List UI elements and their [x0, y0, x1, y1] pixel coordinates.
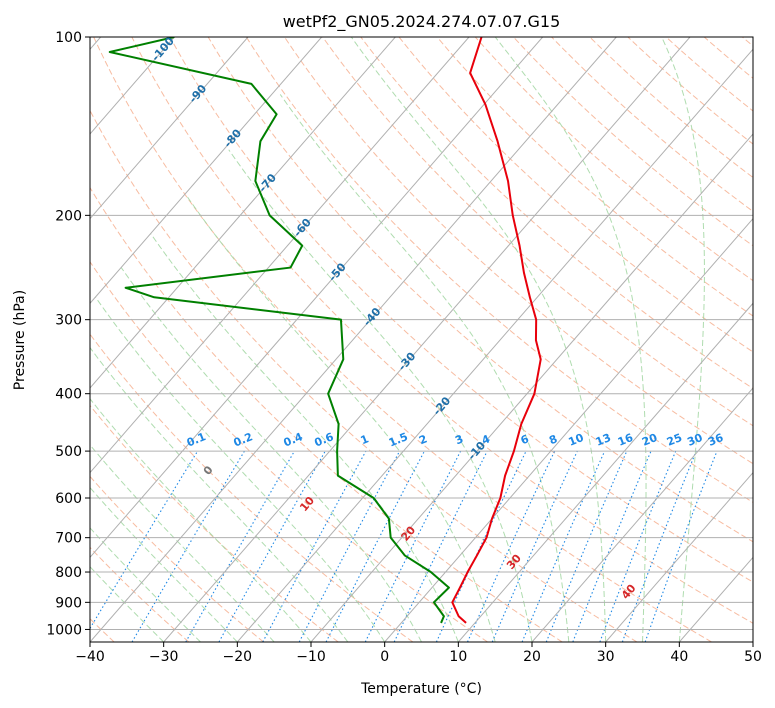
- mixing-ratio-label: 10: [566, 431, 585, 449]
- dry-adiabat: [322, 37, 753, 427]
- y-tick-label: 900: [55, 595, 82, 611]
- x-tick-label: −40: [75, 649, 105, 665]
- y-tick-label: 800: [55, 565, 82, 581]
- dry-adiabat: [131, 37, 753, 624]
- sounding-profiles: [108, 37, 542, 624]
- moist-adiabat: [90, 397, 312, 642]
- temperature-line: [451, 37, 542, 624]
- mixing-ratio-line: [572, 450, 652, 642]
- mixing-ratio-line: [218, 450, 326, 642]
- mixing-ratio-label: 8: [547, 432, 559, 447]
- x-tick-label: −10: [296, 649, 326, 665]
- pressure-grid: [90, 37, 753, 630]
- mixing-ratio-line: [262, 450, 367, 642]
- mixing-ratio-label: 16: [616, 431, 635, 449]
- mixing-ratio-label: 36: [706, 431, 725, 449]
- dry-adiabat: [90, 260, 488, 642]
- moist-adiabat: [90, 486, 238, 642]
- mixing-ratio-line: [621, 450, 697, 642]
- isotherm-line: [384, 217, 753, 642]
- isotherm-line: [90, 37, 323, 305]
- moist-adiabat: [279, 94, 570, 642]
- dry-adiabat: [90, 475, 264, 642]
- isotherm-line: [163, 37, 691, 642]
- dry-adiabat: [93, 37, 712, 642]
- y-axis: 100 200 300 400 500 600 700 800 900 1000: [46, 30, 90, 638]
- mixing-ratio-line: [599, 450, 677, 642]
- mixing-ratio-label: 1: [359, 432, 371, 447]
- mixing-ratio-line: [90, 450, 199, 630]
- dry-adiabat: [284, 37, 753, 465]
- x-tick-label: 30: [597, 649, 615, 665]
- y-tick-label: 400: [55, 387, 82, 403]
- moist-adiabat: [150, 233, 459, 642]
- dewpoint-line: [108, 37, 450, 624]
- dry-adiabat: [398, 37, 753, 353]
- moist-adiabat: [90, 346, 349, 642]
- x-tick-label: 40: [670, 649, 688, 665]
- mixing-ratio-line: [644, 450, 718, 642]
- x-tick-label: −20: [223, 649, 253, 665]
- mixing-ratio-label: 3: [453, 432, 465, 447]
- x-axis: −40 −30 −20 −10 0 10 20 30 40 50: [75, 642, 762, 665]
- dry-adiabat: [90, 186, 563, 642]
- x-tick-label: 10: [449, 649, 467, 665]
- isotherm-line: [605, 471, 753, 642]
- y-tick-label: 1000: [46, 622, 82, 638]
- mixing-ratio-label: 13: [594, 431, 613, 449]
- moist-adiabat: [185, 194, 496, 642]
- x-tick-label: −30: [149, 649, 179, 665]
- isotherm-line: [90, 37, 249, 220]
- dry-adiabat: [90, 404, 339, 642]
- mixing-ratio-label: 2: [417, 432, 429, 447]
- dry-adiabat: [90, 109, 638, 642]
- isotherm-line: [310, 133, 753, 642]
- mixing-ratio-label: 20: [640, 431, 659, 449]
- y-tick-label: 500: [55, 444, 82, 460]
- x-tick-label: 20: [523, 649, 541, 665]
- y-tick-label: 300: [55, 313, 82, 329]
- isotherm-line: [90, 37, 544, 559]
- isotherm-line: [531, 387, 753, 642]
- chart-title: wetPf2_GN05.2024.274.07.07.G15: [283, 12, 561, 32]
- isotherm-line: [90, 37, 470, 474]
- plot-frame: [89, 36, 754, 643]
- moist-adiabat: [350, 37, 607, 642]
- moist-adiabat: [661, 37, 705, 642]
- moist-adiabat: [90, 444, 275, 642]
- isotherm-line: [90, 37, 396, 389]
- y-tick-label: 200: [55, 208, 82, 224]
- mixing-ratio-label: 25: [665, 431, 684, 449]
- x-axis-label: Temperature (°C): [360, 681, 482, 697]
- moist-adiabat: [90, 527, 201, 642]
- x-tick-label: 0: [380, 649, 389, 665]
- mixing-ratio-line: [364, 450, 462, 642]
- y-tick-label: 100: [55, 30, 82, 46]
- dry-adiabat: [169, 37, 753, 583]
- moist-adiabat: [95, 296, 386, 642]
- y-axis-label: Pressure (hPa): [12, 290, 28, 390]
- mixing-ratio-label: 30: [685, 431, 704, 449]
- isotherm-line: [236, 48, 753, 642]
- y-tick-label: 600: [55, 491, 82, 507]
- isotherm-line: [90, 37, 617, 642]
- mixing-ratio-line: [521, 450, 606, 642]
- y-tick-label: 700: [55, 531, 82, 547]
- isotherm-line: [457, 302, 753, 642]
- mixing-ratio-line: [545, 450, 628, 642]
- moist-adiabat: [120, 267, 422, 642]
- dry-adiabat: [207, 37, 753, 543]
- x-tick-label: 50: [744, 649, 762, 665]
- moist-adiabat: [494, 37, 647, 642]
